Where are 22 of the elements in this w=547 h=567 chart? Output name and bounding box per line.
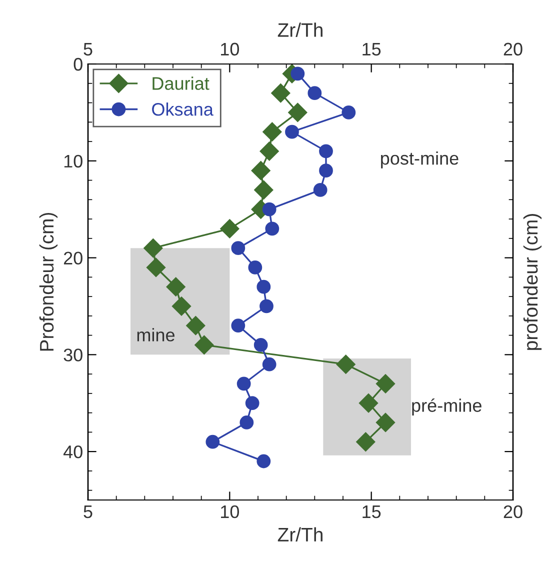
x-tick-label: 5 <box>84 506 92 518</box>
legend-label: Dauriat <box>152 76 210 90</box>
x2-tick-label: 20 <box>504 42 522 56</box>
x2-tick-label: 5 <box>84 42 92 56</box>
x-tick-label: 10 <box>221 505 240 518</box>
x-tick-label: 20 <box>504 505 522 518</box>
legend-label: Oksana <box>152 102 214 116</box>
x2-tick-label: 15 <box>362 42 381 56</box>
y-tick-label: 40 <box>63 445 82 458</box>
x2-tick-label: 10 <box>221 42 240 56</box>
y2-axis-title: profondeur (cm) <box>523 214 542 350</box>
x-axis-title: Zr/Th <box>278 527 322 542</box>
x-tick-label: 15 <box>362 506 381 518</box>
y-tick-label: 20 <box>64 252 82 264</box>
y-tick-label: 0 <box>74 58 82 71</box>
y-axis-title: Profondeur (cm) <box>39 212 58 351</box>
band-label: mine <box>137 328 174 342</box>
y-tick-label: 10 <box>64 154 82 168</box>
band-label: pré-mine <box>412 398 482 416</box>
x2-axis-title: Zr/Th <box>278 22 322 37</box>
annotation: post-mine <box>381 152 458 168</box>
y-tick-label: 30 <box>64 348 82 362</box>
